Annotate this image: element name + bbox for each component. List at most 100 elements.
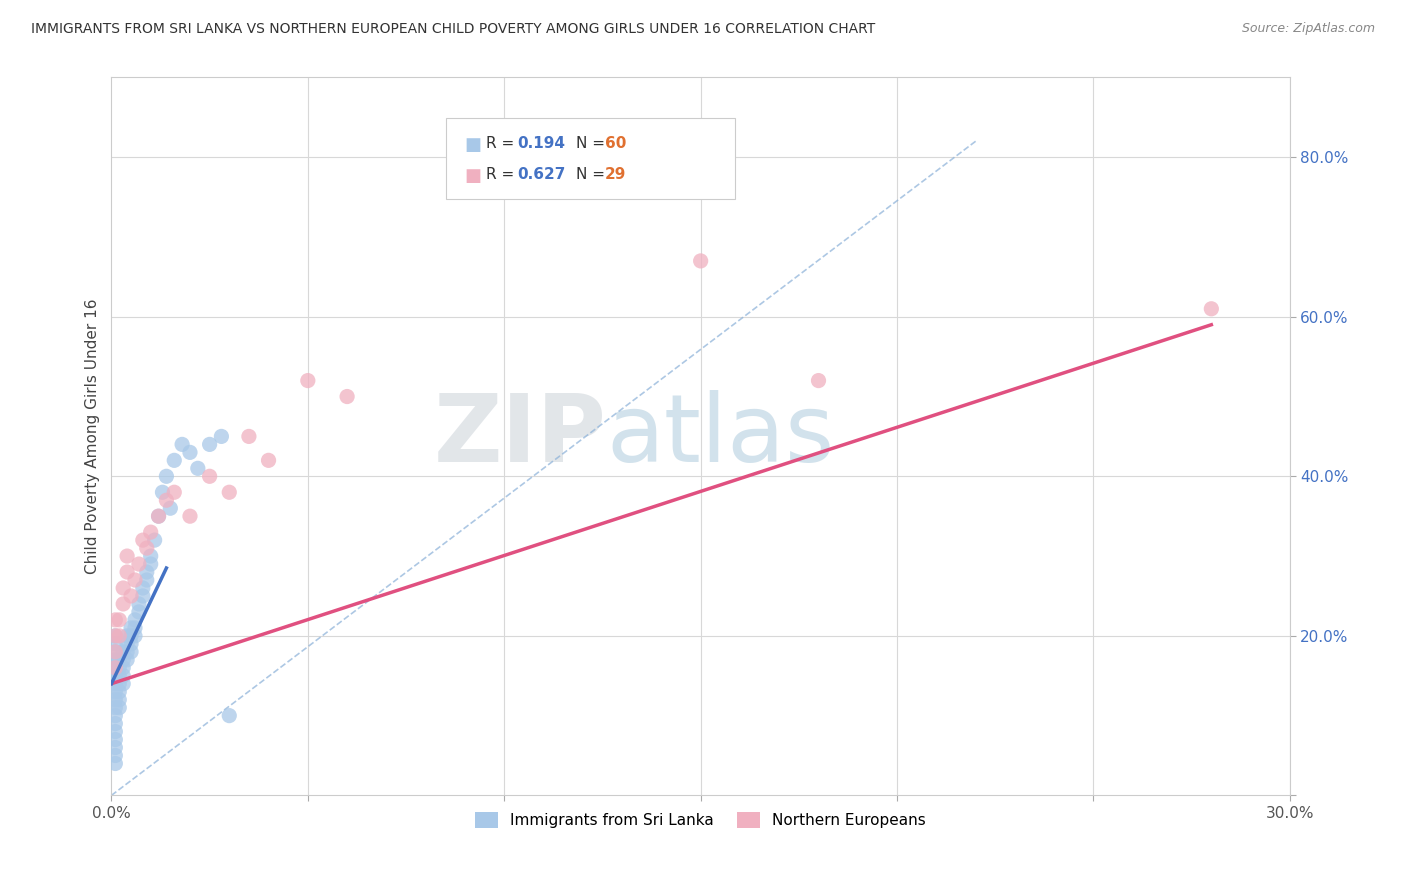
Point xyxy=(336,390,359,404)
Point xyxy=(108,653,131,667)
Point xyxy=(128,597,150,611)
Point xyxy=(104,692,127,706)
Point xyxy=(1201,301,1223,316)
Point xyxy=(104,716,127,731)
Text: R =: R = xyxy=(486,136,520,152)
Point xyxy=(120,629,142,643)
Point xyxy=(179,445,201,459)
Point xyxy=(163,453,186,467)
Text: ZIP: ZIP xyxy=(433,391,606,483)
Point xyxy=(104,661,127,675)
Text: atlas: atlas xyxy=(606,391,835,483)
Point xyxy=(139,549,162,563)
Point xyxy=(104,732,127,747)
Point xyxy=(104,676,127,690)
Point xyxy=(179,509,201,524)
Point xyxy=(104,708,127,723)
Point xyxy=(128,557,150,571)
Point xyxy=(238,429,260,443)
Point xyxy=(139,525,162,540)
Point xyxy=(198,437,221,451)
Text: Source: ZipAtlas.com: Source: ZipAtlas.com xyxy=(1241,22,1375,36)
Point xyxy=(108,629,131,643)
Point xyxy=(104,645,127,659)
Point xyxy=(132,533,155,548)
Point xyxy=(689,254,711,268)
Text: R =: R = xyxy=(486,167,520,182)
Text: 60: 60 xyxy=(605,136,626,152)
Point xyxy=(124,573,146,587)
Point xyxy=(148,509,170,524)
Point xyxy=(112,645,135,659)
Point xyxy=(108,613,131,627)
Point xyxy=(135,541,157,555)
Point xyxy=(135,565,157,579)
Point xyxy=(152,485,174,500)
Point xyxy=(104,653,127,667)
Point xyxy=(112,669,135,683)
Point xyxy=(135,573,157,587)
Point xyxy=(120,621,142,635)
Point xyxy=(104,669,127,683)
Point xyxy=(104,645,127,659)
Point xyxy=(115,637,138,651)
Text: ■: ■ xyxy=(464,136,481,154)
Text: 0.194: 0.194 xyxy=(517,136,565,152)
Point xyxy=(104,740,127,755)
Text: N =: N = xyxy=(576,167,610,182)
Point xyxy=(104,748,127,763)
Point xyxy=(139,557,162,571)
Point xyxy=(120,645,142,659)
Text: 0.627: 0.627 xyxy=(517,167,565,182)
Point xyxy=(108,669,131,683)
Point xyxy=(115,629,138,643)
Point xyxy=(120,589,142,603)
Point xyxy=(132,589,155,603)
Y-axis label: Child Poverty Among Girls Under 16: Child Poverty Among Girls Under 16 xyxy=(86,299,100,574)
Point xyxy=(218,708,240,723)
Text: N =: N = xyxy=(576,136,610,152)
Point xyxy=(124,613,146,627)
Point xyxy=(124,621,146,635)
Point xyxy=(108,684,131,698)
Text: ■: ■ xyxy=(464,167,481,185)
Text: IMMIGRANTS FROM SRI LANKA VS NORTHERN EUROPEAN CHILD POVERTY AMONG GIRLS UNDER 1: IMMIGRANTS FROM SRI LANKA VS NORTHERN EU… xyxy=(31,22,875,37)
Point xyxy=(104,613,127,627)
Legend: Immigrants from Sri Lanka, Northern Europeans: Immigrants from Sri Lanka, Northern Euro… xyxy=(470,806,932,834)
Point xyxy=(257,453,280,467)
Point xyxy=(143,533,166,548)
Point xyxy=(104,724,127,739)
Point xyxy=(115,645,138,659)
Point xyxy=(104,756,127,771)
Point xyxy=(159,501,181,516)
Point xyxy=(198,469,221,483)
Point xyxy=(807,374,830,388)
Point xyxy=(108,661,131,675)
Point xyxy=(115,565,138,579)
Point xyxy=(104,629,127,643)
Point xyxy=(297,374,319,388)
Point xyxy=(187,461,209,475)
Point xyxy=(112,581,135,595)
Point xyxy=(163,485,186,500)
Point xyxy=(155,469,177,483)
Point xyxy=(112,653,135,667)
Point xyxy=(132,581,155,595)
Point xyxy=(128,605,150,619)
Point xyxy=(104,629,127,643)
Point xyxy=(209,429,232,443)
Point xyxy=(104,661,127,675)
Point xyxy=(115,549,138,563)
Point xyxy=(115,653,138,667)
Point xyxy=(218,485,240,500)
Point xyxy=(108,700,131,714)
Point xyxy=(172,437,194,451)
Point xyxy=(104,684,127,698)
Point xyxy=(120,637,142,651)
Point xyxy=(104,700,127,714)
Point xyxy=(155,493,177,508)
Point xyxy=(112,661,135,675)
Point xyxy=(112,676,135,690)
Point xyxy=(148,509,170,524)
Point xyxy=(108,676,131,690)
